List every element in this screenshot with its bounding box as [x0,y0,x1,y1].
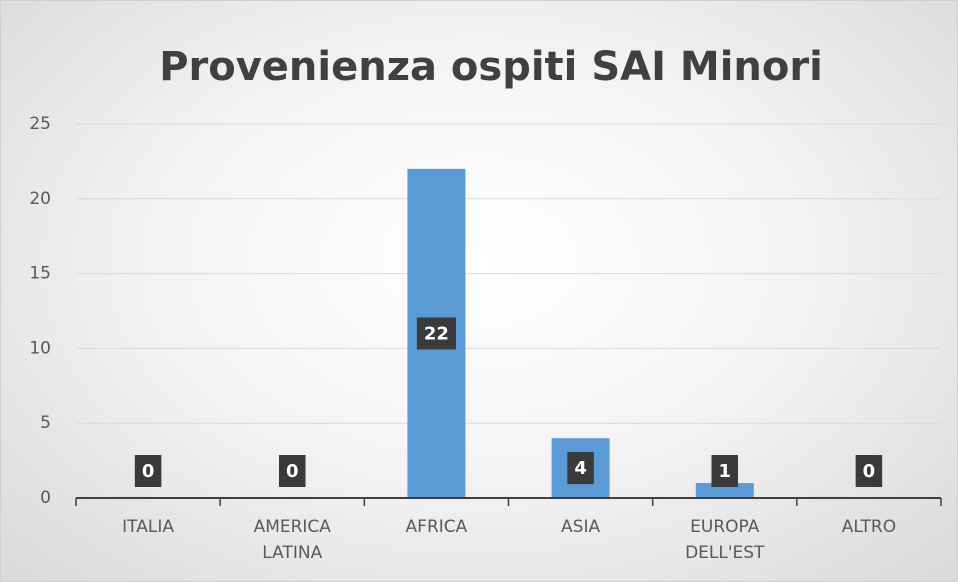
data-label: 22 [424,323,449,344]
data-label-group: 0 [134,455,162,487]
x-tick-label: AMERICA LATINA [253,517,331,563]
y-tick-label: 15 [29,264,51,284]
x-tick-label: ASIA [561,517,601,537]
data-label-box [416,317,456,350]
y-tick-label: 5 [40,413,51,433]
data-label-group: 4 [567,452,594,485]
y-tick-label: 25 [29,114,51,134]
x-tick-label: ITALIA [122,517,174,537]
y-tick-label: 0 [40,488,51,508]
data-label: 0 [863,461,876,482]
data-label: 4 [574,458,587,479]
data-label-group: 0 [278,455,306,487]
data-label-group: 1 [711,455,739,487]
data-label-box [567,452,594,485]
y-tick-label: 10 [29,338,51,358]
data-label-group: 0 [855,455,883,487]
data-label: 1 [718,461,731,482]
data-label-box [278,455,306,487]
data-label-group: 22 [416,317,456,350]
data-label-box [711,455,739,487]
x-tick-label: EUROPA DELL'EST [685,517,765,563]
x-tick-label: AFRICA [405,517,468,537]
y-tick-label: 20 [29,189,51,209]
data-label: 0 [286,461,299,482]
data-label-box [134,455,162,487]
chart-title: Provenienza ospiti SAI Minori [159,44,823,90]
bar [695,483,754,498]
data-label: 0 [142,461,155,482]
data-label-box [855,455,883,487]
x-tick-label: ALTRO [841,517,897,537]
